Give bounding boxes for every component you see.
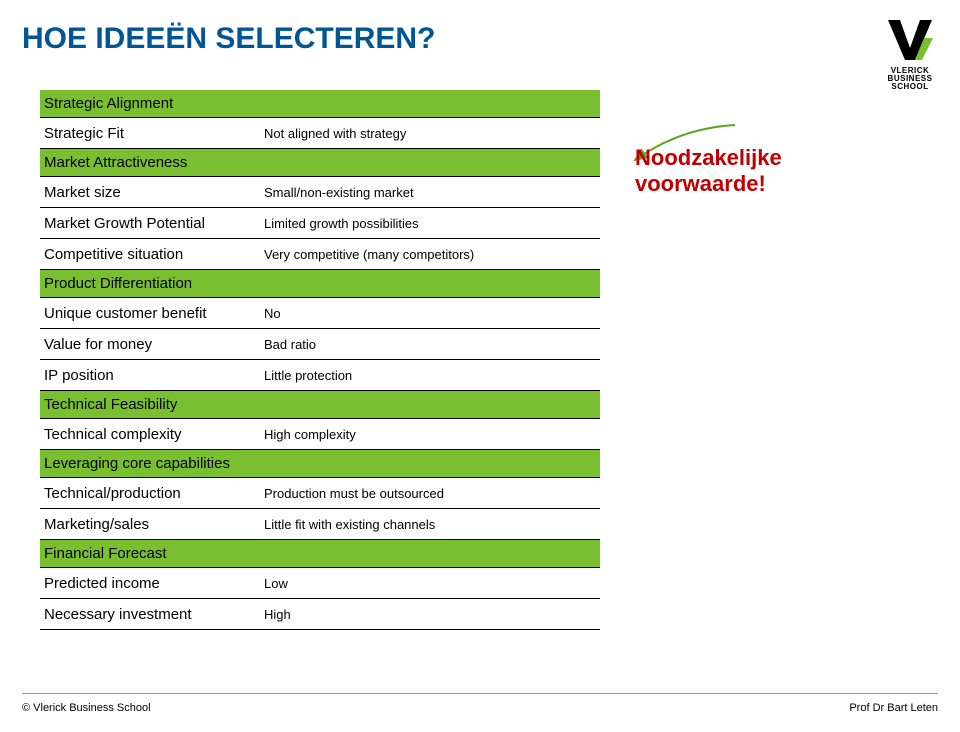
row-value: Small/non-existing market: [260, 185, 600, 200]
row-label: Predicted income: [40, 575, 260, 592]
criteria-row: Market sizeSmall/non-existing market: [40, 177, 600, 208]
criteria-row: Necessary investmentHigh: [40, 599, 600, 630]
row-label: Marketing/sales: [40, 516, 260, 533]
criteria-row: IP positionLittle protection: [40, 360, 600, 391]
criteria-row: Predicted incomeLow: [40, 568, 600, 599]
page-title: HOE IDEEËN SELECTEREN?: [22, 22, 435, 56]
row-value: Limited growth possibilities: [260, 216, 600, 231]
row-label: Strategic Alignment: [40, 95, 260, 112]
row-value: Bad ratio: [260, 337, 600, 352]
row-label: Market size: [40, 184, 260, 201]
row-value: Very competitive (many competitors): [260, 247, 600, 262]
callout-line2: voorwaarde!: [635, 171, 766, 196]
criteria-row: Market Growth PotentialLimited growth po…: [40, 208, 600, 239]
section-row: Technical Feasibility: [40, 391, 600, 419]
criteria-row: Technical complexityHigh complexity: [40, 419, 600, 450]
criteria-row: Competitive situationVery competitive (m…: [40, 239, 600, 270]
footer-divider: [22, 693, 938, 694]
vlerick-logo: VLERICK BUSINESS SCHOOL: [882, 18, 938, 91]
logo-text-3: SCHOOL: [882, 83, 938, 91]
section-row: Financial Forecast: [40, 540, 600, 568]
row-label: Financial Forecast: [40, 545, 260, 562]
row-label: Competitive situation: [40, 246, 260, 263]
criteria-row: Marketing/salesLittle fit with existing …: [40, 509, 600, 540]
row-value: Little protection: [260, 368, 600, 383]
row-value: No: [260, 306, 600, 321]
row-label: Product Differentiation: [40, 275, 260, 292]
footer: © Vlerick Business School Prof Dr Bart L…: [22, 702, 938, 714]
logo-v-icon: [882, 18, 938, 62]
callout-text: Noodzakelijke voorwaarde!: [635, 145, 782, 198]
criteria-row: Technical/productionProduction must be o…: [40, 478, 600, 509]
row-label: IP position: [40, 367, 260, 384]
row-label: Technical Feasibility: [40, 396, 260, 413]
row-label: Market Growth Potential: [40, 215, 260, 232]
row-value: Not aligned with strategy: [260, 126, 600, 141]
section-row: Leveraging core capabilities: [40, 450, 600, 478]
row-label: Strategic Fit: [40, 125, 260, 142]
callout-line1: Noodzakelijke: [635, 145, 782, 170]
footer-left: © Vlerick Business School: [22, 702, 151, 714]
row-value: Low: [260, 576, 600, 591]
section-row: Market Attractiveness: [40, 149, 600, 177]
row-label: Necessary investment: [40, 606, 260, 623]
row-label: Technical/production: [40, 485, 260, 502]
criteria-row: Unique customer benefitNo: [40, 298, 600, 329]
row-label: Market Attractiveness: [40, 154, 260, 171]
section-row: Strategic Alignment: [40, 90, 600, 118]
row-value: High: [260, 607, 600, 622]
criteria-row: Strategic FitNot aligned with strategy: [40, 118, 600, 149]
footer-right: Prof Dr Bart Leten: [849, 702, 938, 714]
row-label: Unique customer benefit: [40, 305, 260, 322]
row-label: Value for money: [40, 336, 260, 353]
section-row: Product Differentiation: [40, 270, 600, 298]
row-value: High complexity: [260, 427, 600, 442]
row-label: Leveraging core capabilities: [40, 455, 260, 472]
criteria-row: Value for moneyBad ratio: [40, 329, 600, 360]
row-value: Production must be outsourced: [260, 486, 600, 501]
row-value: Little fit with existing channels: [260, 517, 600, 532]
criteria-table: Strategic Alignment Strategic FitNot alig…: [40, 90, 600, 630]
row-label: Technical complexity: [40, 426, 260, 443]
